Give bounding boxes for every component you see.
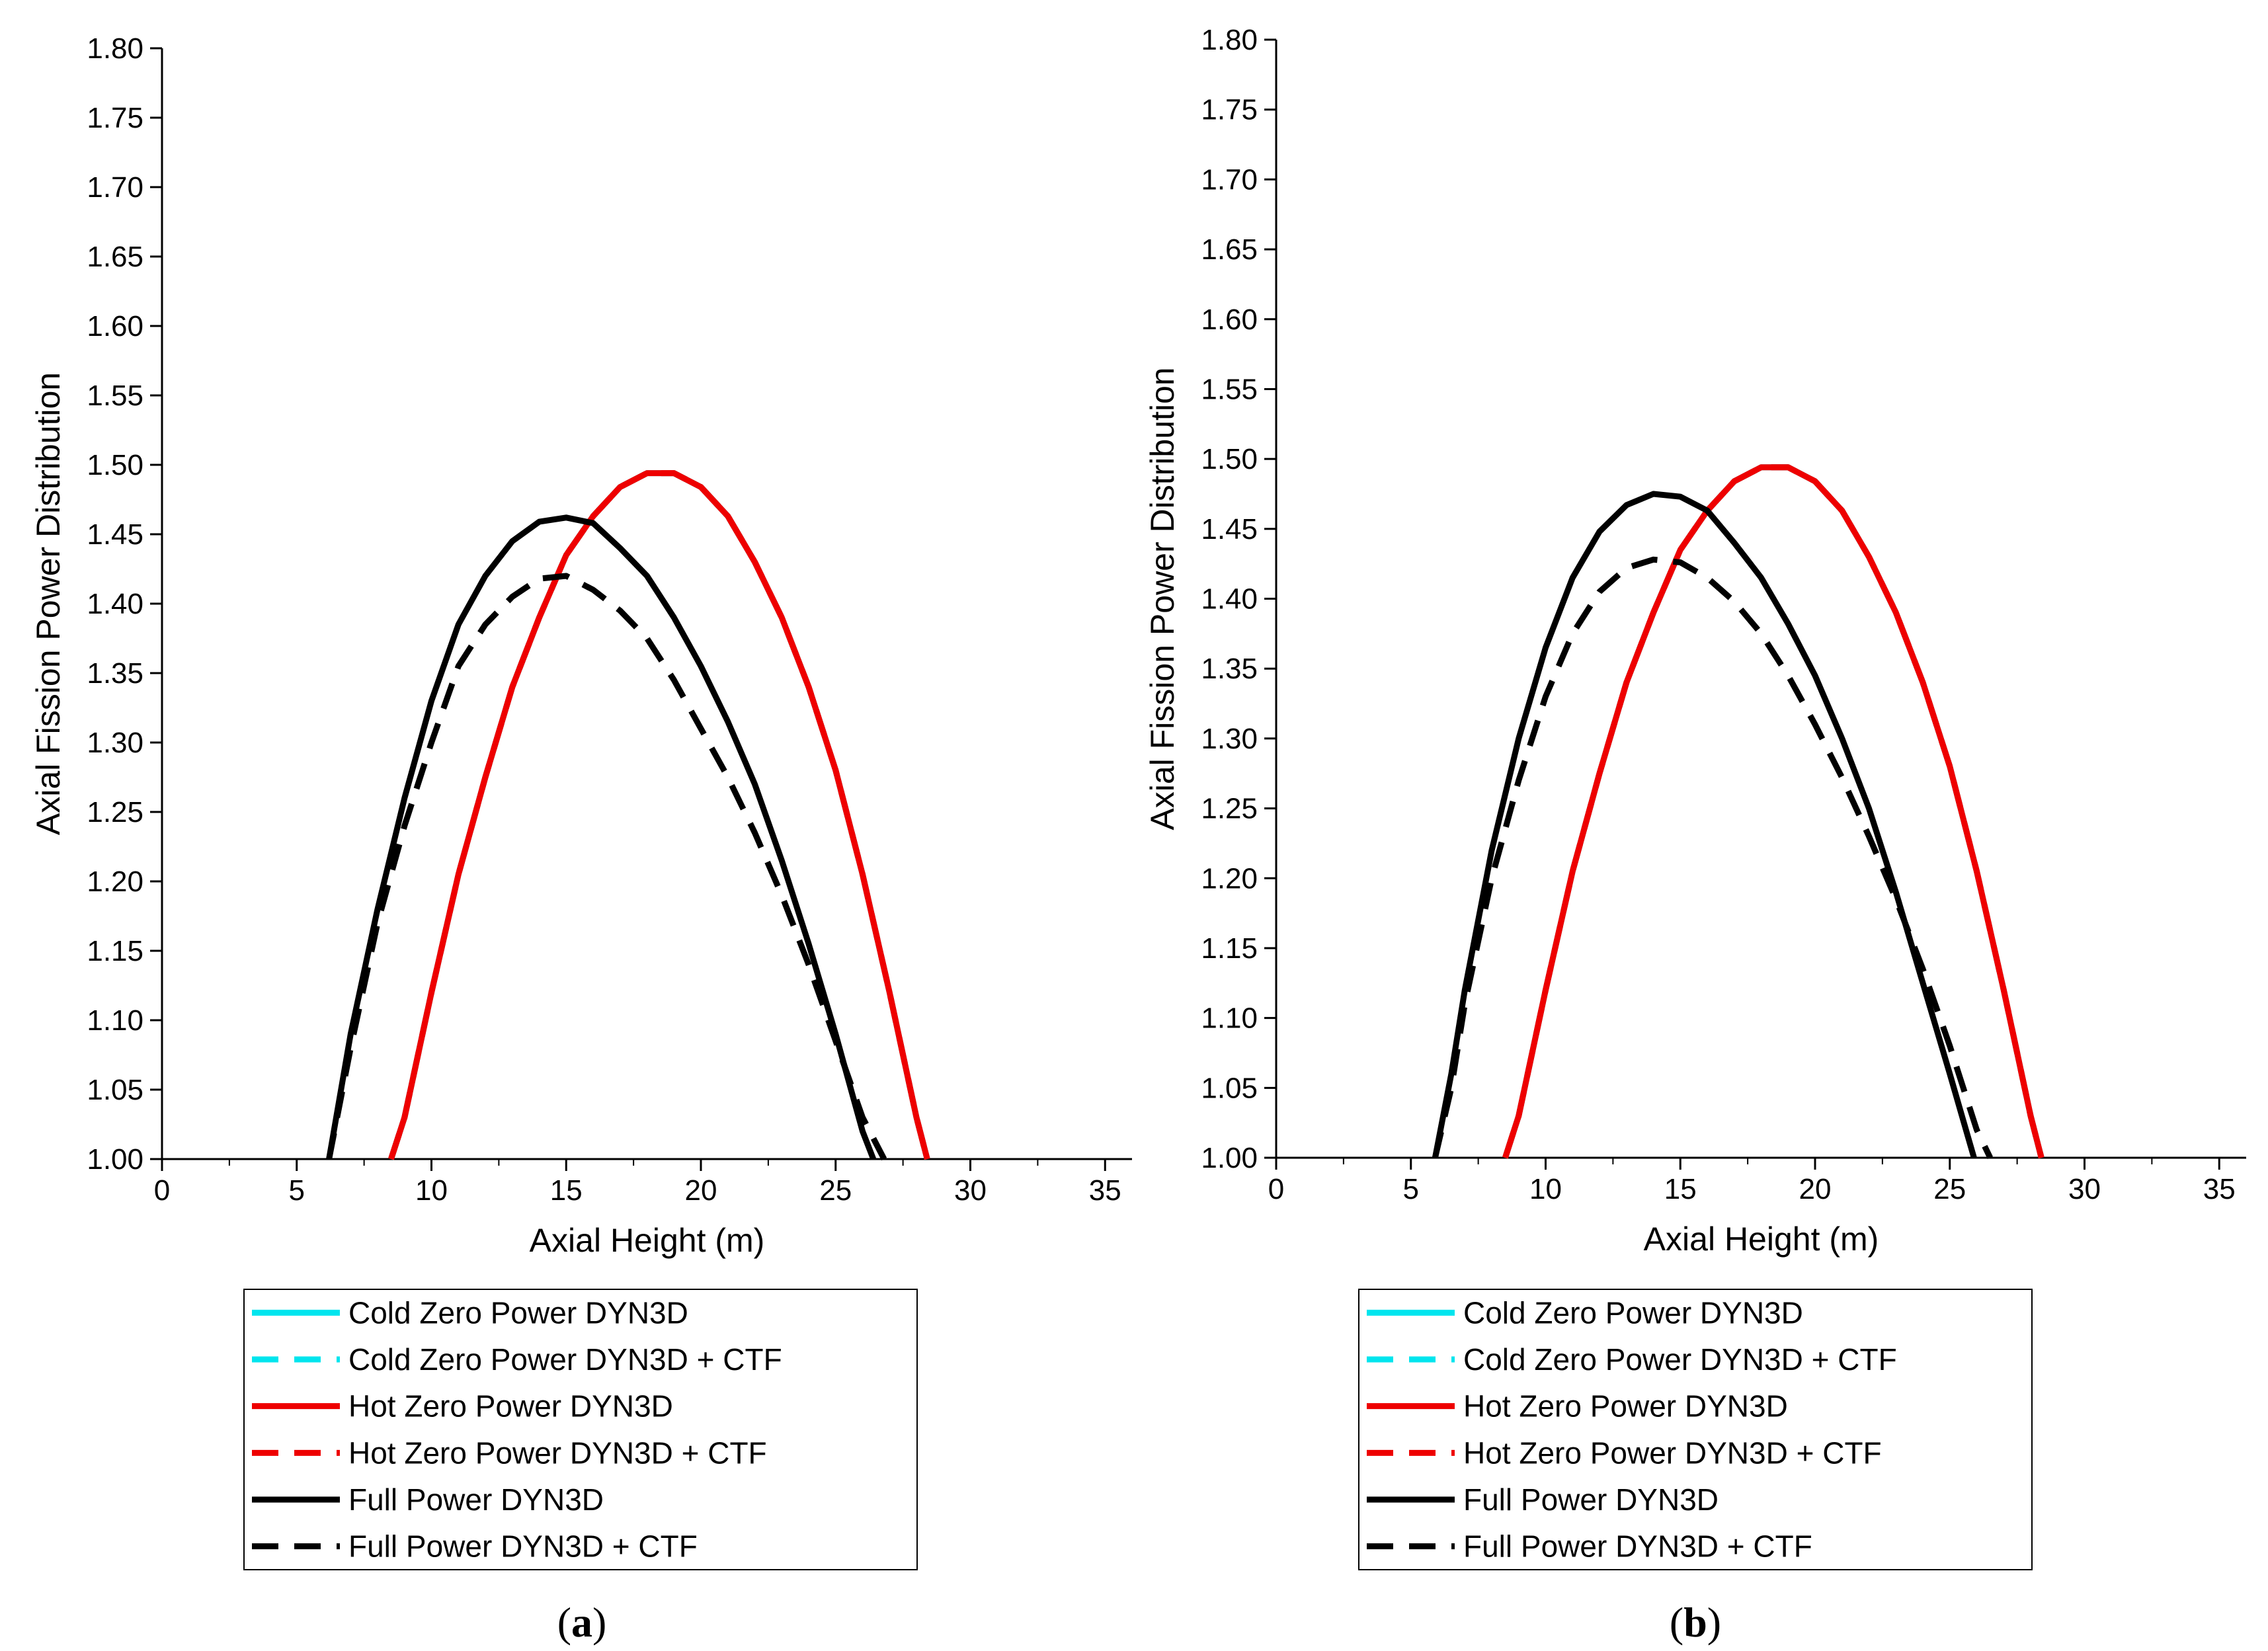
- y-axis-label: Axial Fission Power Distribution: [30, 372, 67, 835]
- y-tick-label: 1.35: [87, 657, 143, 690]
- panel-caption-b: (b): [1670, 1599, 1721, 1646]
- y-tick-label: 1.60: [1201, 303, 1258, 336]
- y-tick-label: 1.15: [87, 935, 143, 967]
- y-tick-label: 1.00: [1201, 1142, 1258, 1174]
- y-tick-label: 1.75: [87, 102, 143, 134]
- legend-label-3: Hot Zero Power DYN3D + CTF: [1463, 1435, 1882, 1470]
- legend-label-4: Full Power DYN3D: [1463, 1482, 1719, 1517]
- y-tick-label: 1.55: [1201, 373, 1258, 405]
- y-tick-label: 1.20: [87, 866, 143, 898]
- y-tick-label: 1.70: [1201, 163, 1258, 196]
- y-tick-label: 1.40: [87, 588, 143, 620]
- y-tick-label: 1.05: [87, 1074, 143, 1106]
- legend-label-3: Hot Zero Power DYN3D + CTF: [348, 1435, 767, 1470]
- y-tick-label: 1.00: [87, 1143, 143, 1176]
- legend-label-2: Hot Zero Power DYN3D: [348, 1389, 673, 1424]
- x-tick-label: 10: [415, 1174, 448, 1207]
- x-axis-label: Axial Height (m): [1644, 1221, 1879, 1258]
- y-tick-label: 1.10: [87, 1004, 143, 1037]
- y-tick-label: 1.55: [87, 380, 143, 412]
- series-line-3: [388, 470, 930, 1160]
- legend-b: Cold Zero Power DYN3D Cold Zero Power DYN…: [1358, 1289, 2033, 1570]
- y-tick-label: 1.40: [1201, 583, 1258, 616]
- legend-box: [1358, 1289, 2033, 1570]
- y-tick-label: 1.25: [87, 796, 143, 828]
- series-line-4: [1432, 491, 1977, 1159]
- x-tick-label: 30: [2068, 1173, 2101, 1205]
- y-tick-label: 1.50: [1201, 443, 1258, 475]
- legend-label-1: Cold Zero Power DYN3D + CTF: [1463, 1342, 1897, 1377]
- x-tick-label: 35: [2203, 1173, 2236, 1205]
- y-tick-label: 1.70: [87, 171, 143, 204]
- y-tick-label: 1.45: [1201, 513, 1258, 545]
- legend-box: [243, 1289, 918, 1570]
- y-axis-label: Axial Fission Power Distribution: [1144, 367, 1181, 830]
- y-tick-label: 1.35: [1201, 653, 1258, 685]
- x-tick-label: 0: [154, 1174, 170, 1207]
- legend-a: Cold Zero Power DYN3D Cold Zero Power DYN…: [243, 1289, 918, 1570]
- series-line-5: [326, 573, 887, 1161]
- series-line-3: [1502, 464, 2045, 1159]
- y-tick-label: 1.60: [87, 310, 143, 342]
- legend-label-4: Full Power DYN3D: [348, 1482, 604, 1517]
- y-tick-label: 1.20: [1201, 862, 1258, 895]
- chart-panel-b: 0 5 10 15 20 25 30 35 1.00 1.05 1.10 1.15 1.20 1.25 1.…: [1144, 24, 2246, 1258]
- y-tick-label: 1.50: [87, 449, 143, 481]
- legend-label-5: Full Power DYN3D + CTF: [1463, 1529, 1812, 1564]
- y-tick-label: 1.80: [1201, 24, 1258, 56]
- y-tick-label: 1.15: [1201, 932, 1258, 965]
- x-tick-label: 20: [685, 1174, 717, 1207]
- y-tick-label: 1.30: [87, 727, 143, 759]
- y-tick-label: 1.30: [1201, 723, 1258, 755]
- y-tick-label: 1.80: [87, 32, 143, 65]
- x-tick-label: 30: [954, 1174, 987, 1207]
- y-tick-label: 1.05: [1201, 1072, 1258, 1104]
- x-tick-label: 20: [1799, 1173, 1832, 1205]
- legend-label-2: Hot Zero Power DYN3D: [1463, 1389, 1788, 1424]
- legend-label-1: Cold Zero Power DYN3D + CTF: [348, 1342, 782, 1377]
- x-tick-label: 5: [1403, 1173, 1419, 1205]
- x-tick-label: 0: [1268, 1173, 1284, 1205]
- x-tick-label: 5: [289, 1174, 305, 1207]
- panel-caption-a: (a): [557, 1599, 607, 1646]
- legend-label-0: Cold Zero Power DYN3D: [1463, 1295, 1803, 1330]
- y-tick-label: 1.65: [1201, 233, 1258, 266]
- y-tick-label: 1.45: [87, 518, 143, 551]
- y-tick-label: 1.65: [87, 241, 143, 273]
- x-tick-label: 10: [1529, 1173, 1562, 1205]
- x-tick-label: 25: [1933, 1173, 1966, 1205]
- chart-panel-a: 0 5 10 15 20 25 30 35 1.00 1.05 1.10 1.15 1.20 1.25 1.…: [30, 32, 1132, 1259]
- x-tick-label: 25: [819, 1174, 852, 1207]
- x-axis-label: Axial Height (m): [530, 1222, 765, 1259]
- y-tick-label: 1.10: [1201, 1002, 1258, 1035]
- x-tick-label: 15: [1664, 1173, 1697, 1205]
- x-tick-label: 35: [1089, 1174, 1121, 1207]
- legend-label-5: Full Power DYN3D + CTF: [348, 1529, 698, 1564]
- y-tick-label: 1.75: [1201, 94, 1258, 126]
- y-tick-label: 1.25: [1201, 793, 1258, 825]
- x-tick-label: 15: [550, 1174, 583, 1207]
- series-line-5: [1432, 556, 1993, 1159]
- series-line-4: [326, 514, 876, 1160]
- legend-label-0: Cold Zero Power DYN3D: [348, 1295, 688, 1330]
